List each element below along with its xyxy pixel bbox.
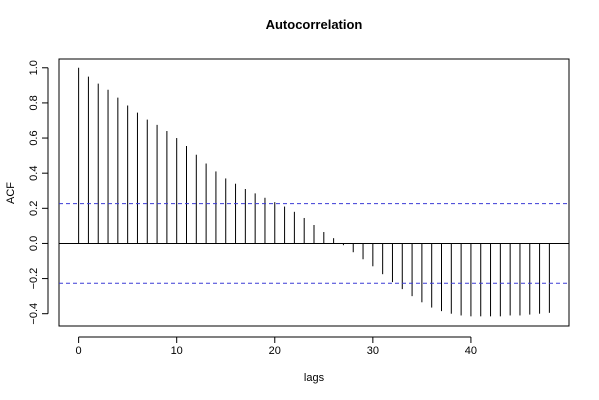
y-axis: −0.4 −0.2 0.0 0.2 0.4 0.6 0.8 1.0 [28,60,49,325]
y-tick-label-4: 0.4 [28,166,40,181]
x-tick-label-10: 10 [171,345,183,357]
chart-title: Autocorrelation [266,17,363,32]
plot-frame [58,58,570,327]
y-tick-label-7: 1.0 [28,60,40,75]
x-axis: 0 10 20 30 40 [76,336,477,357]
confidence-bands [59,203,569,284]
x-tick-label-20: 20 [269,345,281,357]
acf-bars [59,67,569,317]
x-tick-label-0: 0 [76,345,82,357]
x-axis-label: lags [304,372,325,384]
y-tick-label-0: −0.4 [28,303,40,325]
x-tick-label-30: 30 [367,345,379,357]
y-tick-label-5: 0.6 [28,130,40,145]
y-tick-label-6: 0.8 [28,95,40,110]
y-tick-label-2: 0.0 [28,236,40,251]
x-tick-label-40: 40 [465,345,477,357]
y-tick-label-3: 0.2 [28,201,40,216]
y-axis-label: ACF [5,182,17,204]
y-tick-label-1: −0.2 [28,268,40,290]
